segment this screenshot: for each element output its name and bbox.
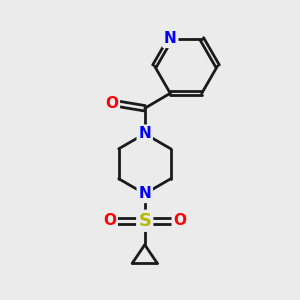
Text: O: O bbox=[103, 213, 116, 228]
Text: N: N bbox=[138, 126, 151, 141]
Text: N: N bbox=[164, 31, 177, 46]
Text: O: O bbox=[173, 213, 186, 228]
Text: S: S bbox=[138, 212, 151, 230]
Text: N: N bbox=[138, 186, 151, 201]
Text: O: O bbox=[105, 96, 118, 111]
